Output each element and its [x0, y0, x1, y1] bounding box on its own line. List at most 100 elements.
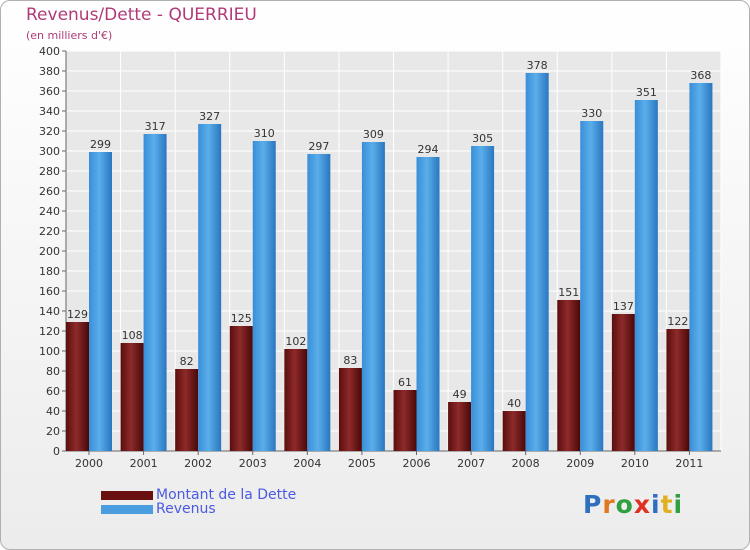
- legend-swatch-dette: [101, 490, 153, 500]
- bar-dette: [229, 326, 253, 451]
- data-label-revenus: 297: [308, 140, 329, 153]
- data-label-dette: 61: [398, 376, 412, 389]
- bar-dette: [66, 322, 89, 451]
- logo-letter: i: [673, 490, 684, 519]
- y-tick-label: 260: [39, 185, 60, 198]
- data-label-dette: 83: [343, 354, 357, 367]
- y-tick-label: 100: [39, 345, 60, 358]
- x-axis: 2000 2001 2002 2003 2004 2005 2006 2007 2008 2009…: [75, 451, 703, 470]
- data-label-revenus: 368: [690, 69, 711, 82]
- logo-letter: o: [615, 490, 634, 519]
- logo-letter: x: [633, 490, 651, 519]
- bar-revenus: [471, 146, 495, 451]
- y-tick-label: 120: [39, 325, 60, 338]
- bar-revenus: [89, 152, 112, 451]
- data-label-dette: 108: [122, 329, 143, 342]
- legend-item-dette: Montant de la Dette: [101, 487, 297, 503]
- chart-title: Revenus/Dette - QUERRIEU: [26, 5, 257, 25]
- chart-subtitle: (en milliers d'€): [26, 29, 113, 42]
- data-label-dette: 151: [558, 286, 579, 299]
- y-tick-label: 0: [53, 445, 60, 458]
- data-label-revenus: 327: [199, 110, 220, 123]
- data-label-revenus: 305: [472, 132, 493, 145]
- x-tick-label: 2011: [675, 457, 703, 470]
- y-tick-label: 400: [39, 45, 60, 58]
- y-tick-label: 340: [39, 105, 60, 118]
- logo-letter: i: [651, 490, 661, 519]
- x-tick-label: 2009: [566, 457, 594, 470]
- bar-revenus: [580, 121, 604, 451]
- bar-revenus: [307, 154, 331, 451]
- bar-revenus: [143, 134, 167, 451]
- x-tick-label: 2004: [293, 457, 321, 470]
- bar-revenus: [525, 73, 549, 451]
- data-label-dette: 82: [180, 355, 194, 368]
- y-tick-label: 380: [39, 65, 60, 78]
- bar-dette: [284, 349, 308, 451]
- bar-revenus: [416, 157, 440, 451]
- x-tick-label: 2007: [457, 457, 485, 470]
- bar-chart: 0 20 40 60 80 100 120 140 160 180 200 220 240 260 280 3…: [39, 45, 722, 470]
- bar-dette: [502, 411, 526, 451]
- bar-dette: [611, 314, 635, 451]
- data-label-revenus: 317: [145, 120, 166, 133]
- legend-item-revenus: Revenus: [101, 501, 216, 517]
- logo-letter: P: [583, 490, 603, 519]
- legend-label-revenus: Revenus: [156, 501, 216, 517]
- bar-dette: [393, 390, 417, 451]
- y-tick-label: 180: [39, 265, 60, 278]
- y-tick-label: 140: [39, 305, 60, 318]
- y-tick-label: 360: [39, 85, 60, 98]
- data-label-revenus: 378: [527, 59, 548, 72]
- data-label-dette: 125: [231, 312, 252, 325]
- bar-revenus: [361, 142, 385, 451]
- y-tick-label: 60: [46, 385, 60, 398]
- y-tick-label: 280: [39, 165, 60, 178]
- bar-dette: [666, 329, 690, 451]
- data-label-revenus: 330: [581, 107, 602, 120]
- x-tick-label: 2006: [403, 457, 431, 470]
- data-label-revenus: 351: [636, 86, 657, 99]
- legend-label-dette: Montant de la Dette: [156, 487, 297, 503]
- data-label-dette: 137: [613, 300, 634, 313]
- bar-dette: [120, 343, 144, 451]
- x-tick-label: 2008: [512, 457, 540, 470]
- data-label-revenus: 309: [363, 128, 384, 141]
- proxiti-logo: Proxiti: [583, 490, 683, 519]
- y-tick-label: 200: [39, 245, 60, 258]
- y-tick-label: 240: [39, 205, 60, 218]
- data-labels: 129 299 108 317 82 327 125 310 102 297 83 309 61 294 4…: [67, 59, 711, 410]
- y-tick-label: 320: [39, 125, 60, 138]
- bars: [66, 73, 713, 451]
- y-tick-label: 40: [46, 405, 60, 418]
- bar-dette: [338, 368, 362, 451]
- x-tick-label: 2002: [184, 457, 212, 470]
- data-label-revenus: 294: [418, 143, 439, 156]
- x-tick-label: 2003: [239, 457, 267, 470]
- y-tick-label: 220: [39, 225, 60, 238]
- x-tick-label: 2001: [130, 457, 158, 470]
- bar-revenus: [689, 83, 713, 451]
- y-tick-label: 80: [46, 365, 60, 378]
- bar-revenus: [198, 124, 222, 451]
- data-label-dette: 49: [453, 388, 467, 401]
- data-label-revenus: 310: [254, 127, 275, 140]
- bar-revenus: [252, 141, 276, 451]
- y-tick-label: 160: [39, 285, 60, 298]
- x-tick-label: 2010: [621, 457, 649, 470]
- bar-dette: [448, 402, 472, 451]
- bar-dette: [175, 369, 199, 451]
- logo-letter: r: [602, 490, 616, 519]
- x-tick-label: 2005: [348, 457, 376, 470]
- data-label-dette: 102: [285, 335, 306, 348]
- bar-revenus: [634, 100, 658, 451]
- x-tick-label: 2000: [75, 457, 103, 470]
- y-tick-label: 20: [46, 425, 60, 438]
- data-label-revenus: 299: [90, 138, 111, 151]
- logo-letter: t: [660, 490, 674, 519]
- data-label-dette: 122: [667, 315, 688, 328]
- legend-swatch-revenus: [101, 504, 153, 514]
- y-tick-label: 300: [39, 145, 60, 158]
- bar-dette: [557, 300, 581, 451]
